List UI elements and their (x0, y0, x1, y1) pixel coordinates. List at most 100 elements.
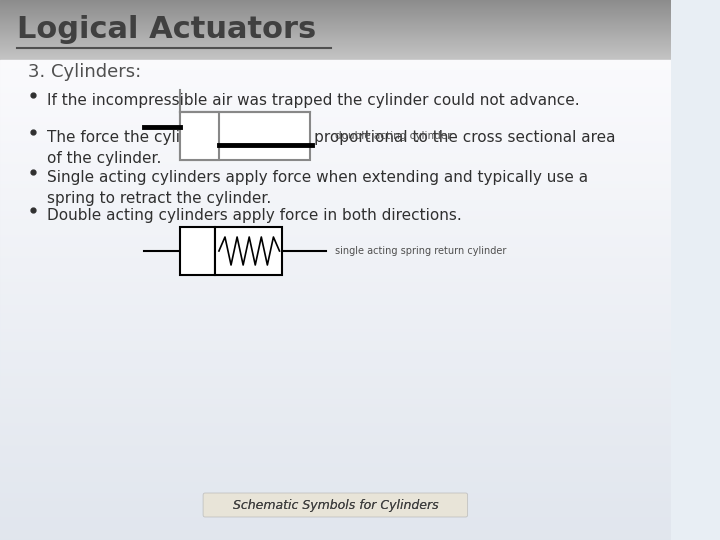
Bar (0, 472, 671, 473)
Bar (0, 86, 671, 87)
Bar (0, 385, 671, 386)
Bar (0, 119, 671, 120)
Bar (0, 105, 671, 106)
Bar (0, 529, 671, 530)
Bar (0, 169, 671, 170)
Bar (0, 324, 671, 325)
Bar (0, 212, 671, 213)
Bar (0, 353, 671, 354)
Bar (0, 489, 671, 490)
Bar (0, 282, 671, 283)
Bar (0, 118, 671, 119)
Bar (0, 108, 671, 109)
Bar (0, 38, 671, 39)
Bar (0, 39, 671, 40)
Bar (0, 320, 671, 321)
Bar (0, 308, 671, 309)
Bar (0, 304, 671, 305)
Bar (0, 143, 671, 144)
Bar (0, 213, 671, 214)
Bar (180, 227, 215, 275)
Bar (0, 535, 671, 536)
Bar (0, 487, 671, 488)
Bar (0, 379, 671, 380)
Bar (0, 91, 671, 92)
Bar (0, 240, 671, 241)
Bar (0, 259, 671, 260)
Bar (0, 381, 671, 382)
Bar (0, 468, 671, 469)
Bar (0, 6, 671, 7)
Bar (0, 333, 671, 334)
Bar (0, 516, 671, 517)
Bar (0, 255, 671, 256)
Bar (0, 114, 671, 115)
Bar (0, 89, 671, 90)
Bar (0, 271, 671, 272)
Bar (0, 173, 671, 174)
Bar (0, 299, 671, 300)
Bar (0, 363, 671, 364)
Bar (0, 325, 671, 326)
Bar (0, 427, 671, 428)
Bar (0, 93, 671, 94)
Bar (0, 45, 671, 46)
Bar (0, 359, 671, 360)
Bar (0, 33, 671, 34)
Bar (0, 158, 671, 159)
Bar (180, 112, 219, 160)
Bar (0, 198, 671, 199)
Bar (0, 124, 671, 125)
Bar (0, 454, 671, 455)
Bar (0, 233, 671, 234)
Bar (0, 407, 671, 408)
Bar (0, 401, 671, 402)
Bar (0, 527, 671, 528)
Bar (0, 337, 671, 338)
Bar (0, 145, 671, 146)
Bar (0, 422, 671, 423)
Bar (0, 347, 671, 348)
Bar (0, 335, 671, 336)
Bar (0, 176, 671, 177)
Bar (0, 396, 671, 397)
Bar (0, 431, 671, 432)
Bar (0, 226, 671, 227)
Bar (0, 351, 671, 352)
Bar (0, 94, 671, 95)
Bar (0, 166, 671, 167)
Bar (0, 30, 671, 31)
Bar (0, 44, 671, 45)
Bar (0, 400, 671, 401)
Bar (0, 50, 671, 51)
Bar (0, 47, 671, 48)
Bar (0, 307, 671, 308)
Bar (0, 437, 671, 438)
Bar (0, 153, 671, 154)
Bar (0, 345, 671, 346)
Bar (0, 392, 671, 393)
Bar (0, 319, 671, 320)
Bar (0, 513, 671, 514)
Bar (0, 67, 671, 68)
Bar (0, 131, 671, 132)
Bar (0, 476, 671, 477)
Bar (0, 8, 671, 9)
Bar (0, 29, 671, 30)
Bar (0, 98, 671, 99)
Bar (0, 459, 671, 460)
Bar (0, 215, 671, 216)
Bar (0, 261, 671, 262)
Bar (0, 500, 671, 501)
Bar (0, 530, 671, 531)
Bar (0, 456, 671, 457)
Bar (0, 343, 671, 344)
Bar (0, 449, 671, 450)
Bar (0, 185, 671, 186)
Bar (0, 331, 671, 332)
Bar (0, 121, 671, 122)
Bar (0, 386, 671, 387)
Bar (0, 332, 671, 333)
Bar (0, 103, 671, 104)
Bar (0, 395, 671, 396)
